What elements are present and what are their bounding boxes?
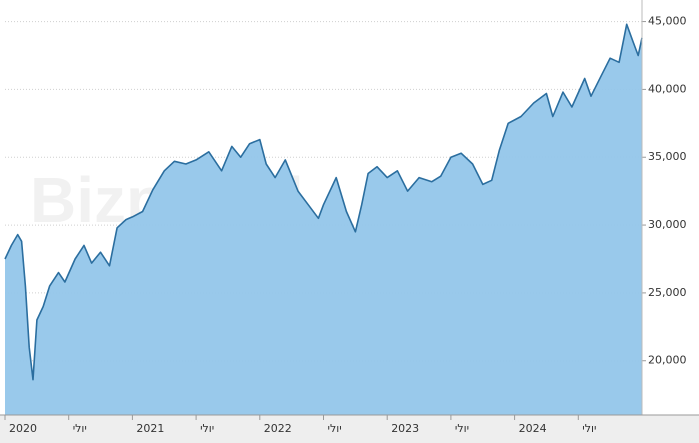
x-tick-label: יולי bbox=[582, 422, 596, 435]
x-tick-label: יולי bbox=[200, 422, 214, 435]
x-tick-label: 2023 bbox=[391, 422, 419, 435]
y-tick-label: 20,000 bbox=[648, 354, 687, 367]
x-tick-label: 2021 bbox=[136, 422, 164, 435]
area bbox=[5, 24, 642, 416]
x-tick-label: 2024 bbox=[519, 422, 547, 435]
x-tick-label: יולי bbox=[328, 422, 342, 435]
y-tick-label: 40,000 bbox=[648, 82, 687, 95]
x-tick-label: יולי bbox=[73, 422, 87, 435]
x-axis-band bbox=[0, 415, 699, 443]
x-tick-label: 2020 bbox=[9, 422, 37, 435]
x-tick-label: יולי bbox=[455, 422, 469, 435]
y-tick-label: 25,000 bbox=[648, 286, 687, 299]
y-tick-label: 30,000 bbox=[648, 218, 687, 231]
line bbox=[4, 23, 643, 381]
x-tick-label: 2022 bbox=[264, 422, 292, 435]
y-tick-label: 45,000 bbox=[648, 15, 687, 28]
y-tick-label: 35,000 bbox=[648, 150, 687, 163]
